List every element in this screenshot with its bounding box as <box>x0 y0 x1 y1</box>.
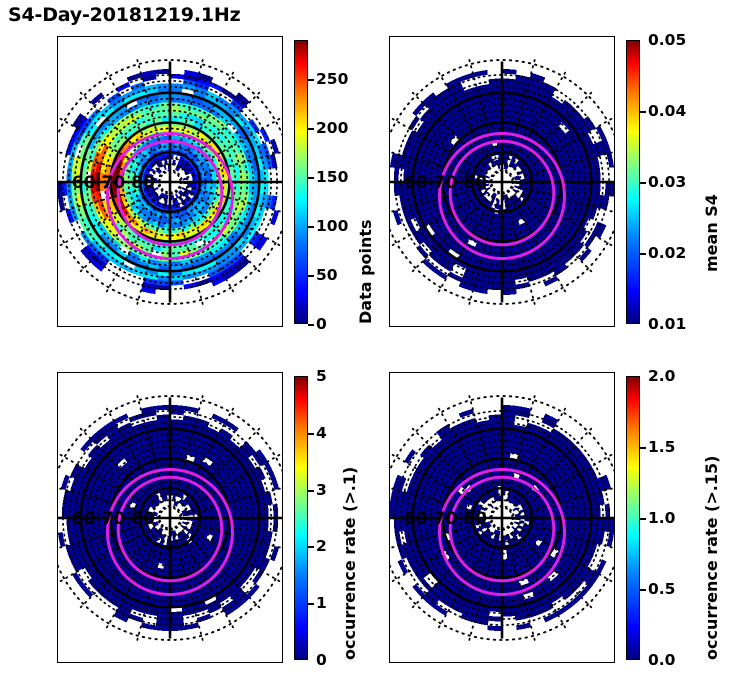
colorbar-tick <box>640 182 646 184</box>
colorbar-tick <box>308 603 314 606</box>
colorbar-tick-label: 0.03 <box>648 173 687 191</box>
colorbar-mean-s4: 0.01 0.02 0.03 0.04 0.05 mean S4 <box>626 31 721 333</box>
polar-plot-occurrence-rate-015: 60 70 80 <box>390 393 614 643</box>
latitude-tick-label: 70 <box>102 509 126 529</box>
polar-plot-mean-s4: 60 70 80 <box>390 57 614 307</box>
colorbar-tick-label: 2.0 <box>648 367 676 385</box>
colorbar-tick-label: 200 <box>316 119 349 138</box>
panel-data-points: 60 70 80 <box>57 36 283 327</box>
colorbar-tick-label: 1.5 <box>648 438 676 456</box>
colorbar-tick-label: 5 <box>316 367 327 385</box>
latitude-tick-label: 70 <box>434 173 458 193</box>
colorbar-tick-label: 0.0 <box>648 651 676 669</box>
colorbar-tick-label: 0.5 <box>648 580 676 598</box>
colorbar-tick <box>308 275 314 278</box>
colorbar-tick <box>640 111 646 113</box>
colorbar-tick <box>308 432 314 435</box>
colorbar-tick-label: 0.02 <box>648 244 687 262</box>
colorbar-tick-label: 4 <box>316 423 327 442</box>
colorbar-tick-label: 0.05 <box>648 31 687 49</box>
colorbar-title: Data points <box>356 219 375 324</box>
latitude-tick-label: 60 <box>404 509 428 529</box>
colorbar-gradient <box>626 376 640 660</box>
latitude-tick-label: 80 <box>463 173 487 193</box>
panel-occurrence-rate-01: 60 70 80 <box>57 372 283 663</box>
colorbar-tick-label: 2 <box>316 537 327 556</box>
colorbar-title: occurrence rate (>.15) <box>702 455 721 660</box>
latitude-tick-label: 70 <box>102 173 126 193</box>
colorbar-tick-label: 3 <box>316 480 327 499</box>
page-title: S4-Day-20181219.1Hz <box>8 4 241 26</box>
colorbar-tick-label: 0.01 <box>648 315 687 333</box>
colorbar-tick-label: 0.04 <box>648 102 687 120</box>
latitude-tick-label: 80 <box>463 509 487 529</box>
colorbar-tick <box>308 324 314 326</box>
colorbar-tick <box>640 253 646 255</box>
latitude-tick-label: 80 <box>131 173 155 193</box>
colorbar-gradient <box>626 40 640 324</box>
latitude-tick-label: 70 <box>434 509 458 529</box>
panel-mean-s4: 60 70 80 <box>389 36 615 327</box>
polar-plot-data-points: 60 70 80 <box>58 57 282 307</box>
colorbar-occurrence-rate-015: 0.0 0.5 1.0 1.5 2.0 occurrence rate (>.15) <box>626 367 721 669</box>
latitude-tick-label: 80 <box>131 509 155 529</box>
colorbar-tick <box>640 589 646 591</box>
colorbar-tick <box>640 447 646 449</box>
colorbar-tick-label: 50 <box>316 266 338 285</box>
colorbar-data-points: 0 50 100 150 200 250 Data points <box>294 40 375 333</box>
colorbar-tick-label: 0 <box>316 315 327 333</box>
polar-plot-occurrence-rate-01: 60 70 80 <box>58 393 282 643</box>
panel-occurrence-rate-015: 60 70 80 <box>389 372 615 663</box>
colorbar-tick <box>308 177 314 180</box>
colorbar-title: mean S4 <box>702 194 721 272</box>
colorbar-tick <box>308 128 314 131</box>
colorbar-tick-label: 0 <box>316 651 327 669</box>
colorbar-gradient <box>294 40 308 324</box>
colorbar-gradient <box>294 376 308 660</box>
colorbar-tick-label: 150 <box>316 168 349 187</box>
colorbar-tick-label: 1.0 <box>648 509 676 527</box>
colorbar-tick <box>308 546 314 549</box>
colorbar-tick <box>308 79 314 82</box>
latitude-tick-label: 60 <box>72 173 96 193</box>
colorbar-occurrence-rate-01: 0 1 2 3 4 5 occurrence rate (>.1) <box>294 367 359 669</box>
colorbar-tick <box>640 518 646 520</box>
colorbar-title: occurrence rate (>.1) <box>340 466 359 660</box>
colorbar-tick-label: 100 <box>316 217 349 236</box>
colorbar-tick <box>308 226 314 229</box>
colorbar-tick-label: 250 <box>316 70 349 89</box>
colorbar-tick <box>308 489 314 492</box>
latitude-tick-label: 60 <box>404 173 428 193</box>
colorbar-tick-label: 1 <box>316 594 327 613</box>
latitude-tick-label: 60 <box>72 509 96 529</box>
